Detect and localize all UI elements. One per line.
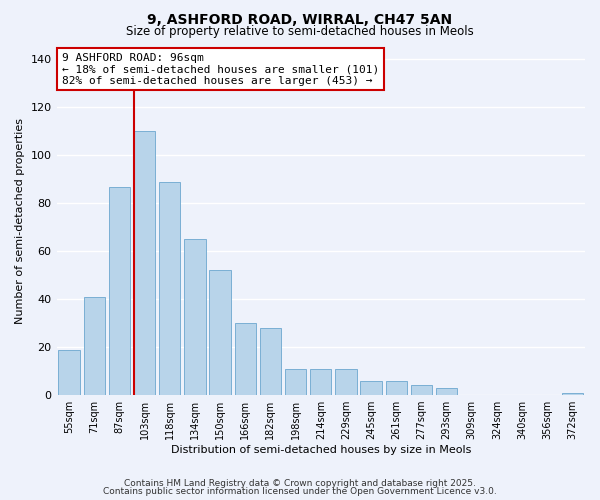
Text: Size of property relative to semi-detached houses in Meols: Size of property relative to semi-detach…	[126, 25, 474, 38]
Bar	[260, 328, 281, 395]
Bar	[134, 132, 155, 395]
Bar	[562, 392, 583, 395]
Bar	[335, 368, 356, 395]
Bar	[184, 240, 206, 395]
Bar	[411, 386, 432, 395]
Text: 9, ASHFORD ROAD, WIRRAL, CH47 5AN: 9, ASHFORD ROAD, WIRRAL, CH47 5AN	[148, 12, 452, 26]
Text: Contains HM Land Registry data © Crown copyright and database right 2025.: Contains HM Land Registry data © Crown c…	[124, 478, 476, 488]
Bar	[310, 368, 331, 395]
Bar	[159, 182, 181, 395]
Bar	[386, 380, 407, 395]
Text: 9 ASHFORD ROAD: 96sqm
← 18% of semi-detached houses are smaller (101)
82% of sem: 9 ASHFORD ROAD: 96sqm ← 18% of semi-deta…	[62, 52, 379, 86]
Bar	[109, 186, 130, 395]
Bar	[235, 323, 256, 395]
Bar	[83, 297, 105, 395]
X-axis label: Distribution of semi-detached houses by size in Meols: Distribution of semi-detached houses by …	[170, 445, 471, 455]
Y-axis label: Number of semi-detached properties: Number of semi-detached properties	[15, 118, 25, 324]
Text: Contains public sector information licensed under the Open Government Licence v3: Contains public sector information licen…	[103, 487, 497, 496]
Bar	[436, 388, 457, 395]
Bar	[285, 368, 307, 395]
Bar	[58, 350, 80, 395]
Bar	[361, 380, 382, 395]
Bar	[209, 270, 231, 395]
